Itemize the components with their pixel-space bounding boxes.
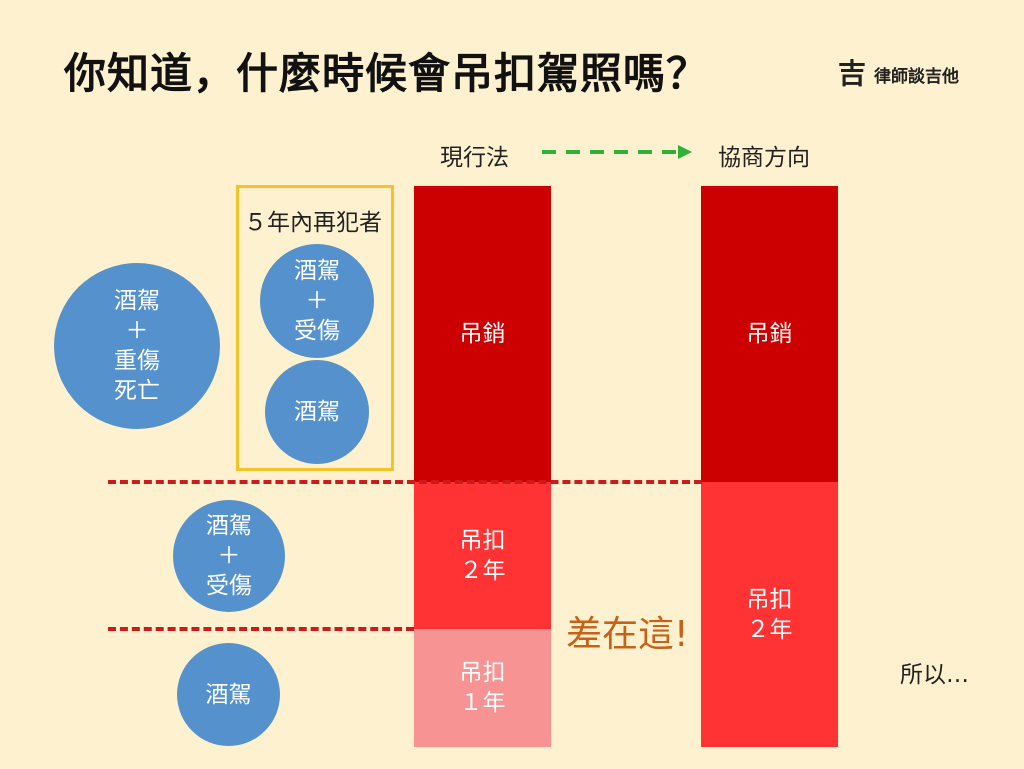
so-label: 所以… bbox=[900, 662, 969, 688]
threshold-line-revoke bbox=[108, 480, 702, 484]
negotiation-suspend-2y-bar: 吊扣 ２年 bbox=[701, 482, 838, 747]
repeat-offender-box bbox=[236, 185, 394, 471]
negotiation-heading: 協商方向 bbox=[718, 145, 810, 171]
difference-label: 差在這! bbox=[566, 614, 689, 655]
current-suspend-1y-bar: 吊扣 １年 bbox=[414, 629, 551, 747]
arrow-right-icon bbox=[542, 145, 692, 159]
circle-repeat-drunk-injury: 酒駕 ＋ 受傷 bbox=[260, 244, 374, 358]
circle-drunk-injury: 酒駕 ＋ 受傷 bbox=[173, 500, 285, 612]
page-title: 你知道，什麼時候會吊扣駕照嗎？ bbox=[64, 49, 710, 98]
circle-drunk-death-injury: 酒駕 ＋ 重傷 死亡 bbox=[54, 263, 220, 429]
current-revoke-bar: 吊銷 bbox=[414, 186, 551, 482]
circle-drunk: 酒駕 bbox=[177, 643, 280, 746]
circle-repeat-drunk: 酒駕 bbox=[265, 360, 369, 464]
brand: 吉 律師談吉他 bbox=[838, 60, 959, 88]
brand-logo: 吉 bbox=[838, 57, 867, 90]
repeat-offender-label: ５年內再犯者 bbox=[244, 210, 382, 236]
threshold-line-injury bbox=[108, 627, 414, 631]
current-law-heading: 現行法 bbox=[440, 145, 509, 171]
brand-name: 律師談吉他 bbox=[874, 66, 960, 87]
negotiation-revoke-bar: 吊銷 bbox=[701, 186, 838, 482]
current-suspend-2y-bar: 吊扣 ２年 bbox=[414, 482, 551, 629]
